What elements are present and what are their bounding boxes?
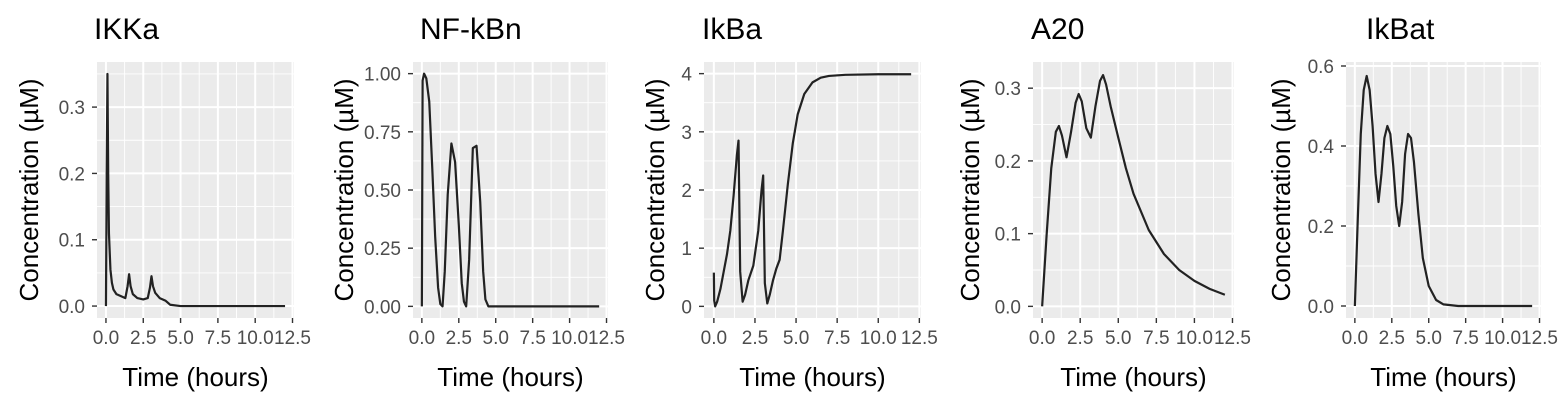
x-tick-label: 7.5 bbox=[1452, 328, 1478, 349]
plot-background bbox=[97, 62, 294, 318]
x-tick-label: 7.5 bbox=[205, 328, 231, 349]
x-tick-label: 7.5 bbox=[1143, 328, 1169, 349]
x-tick-label: 0.0 bbox=[93, 328, 119, 349]
chart-panel-4: 0.0 2.5 5.0 7.5 10.0 12.5 0.0 0.2 0.4 0.6 IkBat Tim… bbox=[1266, 13, 1558, 392]
y-tick-label: 3 bbox=[681, 123, 692, 144]
y-tick-label: 0.25 bbox=[364, 239, 401, 260]
series-line-0 bbox=[104, 72, 286, 308]
x-tick-label: 2.5 bbox=[130, 328, 156, 349]
y-axis-label: Concentration (µM) bbox=[14, 78, 44, 301]
series-line-0 bbox=[420, 72, 600, 308]
x-tick-label: 10.0 bbox=[1176, 328, 1213, 349]
x-tick-label: 5.0 bbox=[1105, 328, 1131, 349]
x-tick-label: 5.0 bbox=[167, 328, 193, 349]
y-tick-label: 0.00 bbox=[364, 297, 401, 318]
chart-title: IKKa bbox=[94, 13, 159, 46]
x-tick-label: 10.0 bbox=[237, 328, 274, 349]
x-tick-label: 0.0 bbox=[1342, 328, 1368, 349]
x-tick-label: 5.0 bbox=[483, 328, 509, 349]
series-line-0 bbox=[1353, 74, 1533, 308]
x-tick-label: 0.0 bbox=[1029, 328, 1055, 349]
y-tick-label: 0.0 bbox=[1308, 297, 1334, 318]
y-tick-label: 4 bbox=[681, 65, 692, 86]
x-tick-label: 12.5 bbox=[588, 328, 625, 349]
y-tick-label: 0.3 bbox=[995, 79, 1021, 100]
y-tick-label: 0.2 bbox=[995, 152, 1021, 173]
y-tick-label: 0.75 bbox=[364, 123, 401, 144]
chart-panel-0: 0.0 2.5 5.0 7.5 10.0 12.5 0.0 0.1 0.2 0.3 IKKa Time… bbox=[14, 13, 311, 392]
chart-title: IkBat bbox=[1366, 13, 1435, 46]
y-tick-label: 0.2 bbox=[59, 164, 85, 185]
y-axis-label: Concentration (µM) bbox=[1266, 78, 1296, 301]
x-axis-label: Time (hours) bbox=[122, 362, 268, 392]
plot-area bbox=[1346, 62, 1541, 318]
x-tick-label: 12.5 bbox=[901, 328, 938, 349]
y-tick-label: 0.2 bbox=[1308, 217, 1334, 238]
chart-title: A20 bbox=[1031, 13, 1084, 46]
x-tick-label: 2.5 bbox=[1067, 328, 1093, 349]
plot-background bbox=[1346, 62, 1541, 318]
y-axis-label: Concentration (µM) bbox=[955, 78, 985, 301]
x-axis-label: Time (hours) bbox=[1370, 362, 1516, 392]
y-tick-label: 0 bbox=[681, 297, 692, 318]
x-axis-label: Time (hours) bbox=[739, 362, 885, 392]
plot-area bbox=[413, 62, 608, 318]
y-tick-label: 2 bbox=[681, 181, 692, 202]
x-tick-label: 2.5 bbox=[1379, 328, 1405, 349]
x-axis-label: Time (hours) bbox=[437, 362, 583, 392]
x-tick-label: 10.0 bbox=[551, 328, 588, 349]
y-axis-label: Concentration (µM) bbox=[640, 78, 670, 301]
x-tick-label: 0.0 bbox=[701, 328, 727, 349]
chart-panel-1: 0.0 2.5 5.0 7.5 10.0 12.5 0.00 0.25 0.50 0.75 1.00… bbox=[329, 13, 625, 392]
x-tick-label: 5.0 bbox=[1416, 328, 1442, 349]
chart-panel-3: 0.0 2.5 5.0 7.5 10.0 12.5 0.0 0.1 0.2 0.3 A20 Time … bbox=[955, 13, 1251, 392]
x-tick-label: 5.0 bbox=[783, 328, 809, 349]
y-tick-label: 0.6 bbox=[1308, 57, 1334, 78]
plot-area bbox=[1033, 62, 1234, 318]
y-tick-label: 1.00 bbox=[364, 65, 401, 86]
x-tick-label: 7.5 bbox=[824, 328, 850, 349]
x-tick-label: 7.5 bbox=[519, 328, 545, 349]
x-tick-label: 2.5 bbox=[742, 328, 768, 349]
plot-area bbox=[97, 62, 294, 318]
x-axis-label: Time (hours) bbox=[1060, 362, 1206, 392]
plot-area bbox=[704, 62, 921, 318]
x-tick-label: 10.0 bbox=[860, 328, 897, 349]
y-tick-label: 0.1 bbox=[59, 231, 85, 252]
x-tick-label: 10.0 bbox=[1484, 328, 1521, 349]
x-tick-label: 12.5 bbox=[1214, 328, 1251, 349]
chart-title: IkBa bbox=[702, 13, 762, 46]
chart-panel-2: 0.0 2.5 5.0 7.5 10.0 12.5 0 1 2 3 4 IkBa Time (hours… bbox=[640, 13, 938, 392]
x-tick-label: 12.5 bbox=[1521, 328, 1558, 349]
y-tick-label: 0.3 bbox=[59, 98, 85, 119]
chart-title: NF-kBn bbox=[420, 13, 522, 46]
y-tick-label: 1 bbox=[681, 239, 692, 260]
y-tick-label: 0.1 bbox=[995, 225, 1021, 246]
series-line-0 bbox=[1041, 73, 1226, 307]
x-tick-label: 0.0 bbox=[409, 328, 435, 349]
y-tick-label: 0.0 bbox=[995, 297, 1021, 318]
y-tick-label: 0.50 bbox=[364, 181, 401, 202]
y-axis-label: Concentration (µM) bbox=[329, 78, 359, 301]
series-line-0 bbox=[712, 73, 912, 308]
y-tick-label: 0.0 bbox=[59, 297, 85, 318]
y-tick-label: 0.4 bbox=[1308, 137, 1335, 158]
x-tick-label: 2.5 bbox=[446, 328, 472, 349]
x-tick-label: 12.5 bbox=[274, 328, 311, 349]
